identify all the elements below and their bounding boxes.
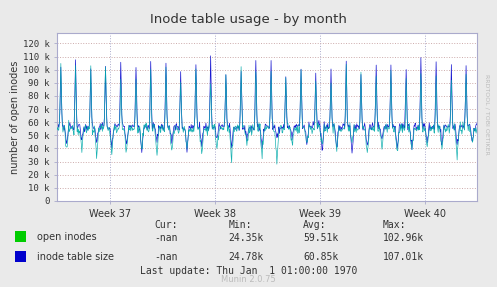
Text: RRDTOOL / TOBI OETIKER: RRDTOOL / TOBI OETIKER [485, 74, 490, 155]
Text: 60.85k: 60.85k [303, 252, 338, 262]
Text: -nan: -nan [154, 233, 177, 243]
Text: inode table size: inode table size [37, 252, 114, 262]
Text: Max:: Max: [383, 220, 406, 230]
Text: Inode table usage - by month: Inode table usage - by month [150, 13, 347, 26]
Text: 107.01k: 107.01k [383, 252, 424, 262]
Text: 59.51k: 59.51k [303, 233, 338, 243]
Text: 24.35k: 24.35k [229, 233, 264, 243]
Text: -nan: -nan [154, 252, 177, 262]
Text: Min:: Min: [229, 220, 252, 230]
Text: Avg:: Avg: [303, 220, 327, 230]
Text: 102.96k: 102.96k [383, 233, 424, 243]
Text: Last update: Thu Jan  1 01:00:00 1970: Last update: Thu Jan 1 01:00:00 1970 [140, 266, 357, 276]
Text: open inodes: open inodes [37, 232, 97, 242]
Text: Munin 2.0.75: Munin 2.0.75 [221, 275, 276, 284]
Y-axis label: number of open inodes: number of open inodes [10, 60, 20, 174]
Text: 24.78k: 24.78k [229, 252, 264, 262]
Text: Cur:: Cur: [154, 220, 177, 230]
